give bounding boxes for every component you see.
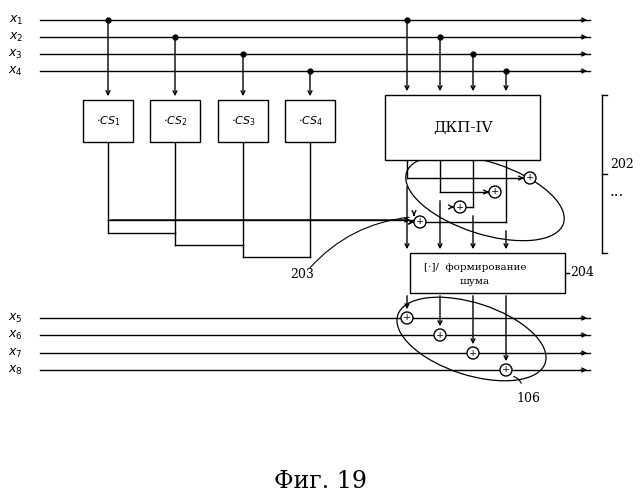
Text: +: +	[456, 202, 464, 211]
Circle shape	[500, 364, 512, 376]
Text: +: +	[416, 218, 424, 226]
FancyBboxPatch shape	[83, 100, 133, 142]
Text: $x_5$: $x_5$	[8, 312, 23, 324]
FancyBboxPatch shape	[385, 95, 540, 160]
Text: $\cdot CS_2$: $\cdot CS_2$	[162, 114, 187, 128]
FancyBboxPatch shape	[410, 253, 565, 293]
Text: $\cdot CS_4$: $\cdot CS_4$	[297, 114, 322, 128]
FancyBboxPatch shape	[285, 100, 335, 142]
Text: 202: 202	[610, 158, 634, 170]
Text: $x_3$: $x_3$	[8, 48, 23, 60]
Text: шума: шума	[460, 278, 490, 286]
Text: ДКП-IV: ДКП-IV	[433, 120, 492, 134]
Circle shape	[467, 347, 479, 359]
Text: +: +	[403, 314, 411, 322]
Text: $x_4$: $x_4$	[8, 64, 23, 78]
Text: 203: 203	[290, 268, 314, 281]
FancyBboxPatch shape	[218, 100, 268, 142]
Text: $x_7$: $x_7$	[8, 346, 23, 360]
Text: [·]/  формирование: [·]/ формирование	[424, 262, 526, 272]
Text: $x_6$: $x_6$	[8, 328, 23, 342]
Circle shape	[489, 186, 501, 198]
Circle shape	[454, 201, 466, 213]
Text: +: +	[502, 366, 510, 374]
Text: $\cdot CS_1$: $\cdot CS_1$	[96, 114, 120, 128]
Text: 106: 106	[516, 392, 540, 405]
Text: $x_2$: $x_2$	[8, 30, 23, 44]
Text: Фиг. 19: Фиг. 19	[275, 470, 367, 494]
Text: $x_1$: $x_1$	[8, 14, 23, 26]
Text: 204: 204	[570, 266, 594, 280]
Text: $\cdot CS_3$: $\cdot CS_3$	[230, 114, 256, 128]
Text: +: +	[526, 174, 534, 182]
Circle shape	[524, 172, 536, 184]
Text: +: +	[491, 188, 499, 196]
Text: +: +	[436, 330, 444, 340]
Circle shape	[401, 312, 413, 324]
Text: +: +	[469, 348, 477, 358]
FancyBboxPatch shape	[150, 100, 200, 142]
Circle shape	[434, 329, 446, 341]
Text: $x_8$: $x_8$	[8, 364, 23, 376]
Circle shape	[414, 216, 426, 228]
Text: ...: ...	[610, 185, 624, 199]
